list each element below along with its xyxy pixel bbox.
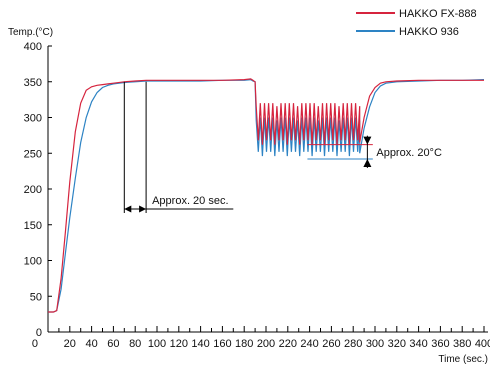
y-tick-label: 0 bbox=[36, 327, 42, 339]
series-line-fx888 bbox=[48, 78, 484, 313]
annot-temp-label: Approx. 20°C bbox=[376, 147, 442, 159]
x-tick-label: 400 bbox=[475, 338, 490, 350]
origin-label: 0 bbox=[32, 338, 38, 350]
annot-temp-arrow-top bbox=[363, 136, 372, 145]
x-tick-label: 60 bbox=[107, 338, 119, 350]
series-line-hakko936 bbox=[48, 78, 485, 313]
legend-label-fx888: HAKKO FX-888 bbox=[399, 8, 477, 20]
y-tick-label: 300 bbox=[24, 113, 42, 125]
x-tick-label: 100 bbox=[148, 338, 166, 350]
x-tick-label: 360 bbox=[431, 338, 449, 350]
annot-temp-arrow-bottom bbox=[363, 158, 372, 167]
x-tick-label: 320 bbox=[388, 338, 406, 350]
x-axis-label: Time (sec.) bbox=[438, 354, 488, 365]
y-tick-label: 200 bbox=[24, 184, 42, 196]
annotations: Approx. 20 sec. Approx. 20°C bbox=[123, 81, 442, 214]
legend-label-hakko936: HAKKO 936 bbox=[399, 26, 459, 38]
x-tick-label: 40 bbox=[85, 338, 97, 350]
x-tick-label: 380 bbox=[453, 338, 471, 350]
x-tick-label: 20 bbox=[64, 338, 76, 350]
legend: HAKKO FX-888 HAKKO 936 bbox=[356, 8, 477, 38]
y-axis-label: Temp.(°C) bbox=[8, 27, 53, 38]
x-tick-label: 340 bbox=[409, 338, 427, 350]
y-tick-label: 250 bbox=[24, 148, 42, 160]
x-tick-label: 140 bbox=[191, 338, 209, 350]
y-tick-label: 100 bbox=[24, 256, 42, 268]
x-tick-label: 200 bbox=[257, 338, 275, 350]
annot-time-label: Approx. 20 sec. bbox=[152, 195, 228, 207]
x-tick-label: 240 bbox=[300, 338, 318, 350]
x-tick-label: 160 bbox=[213, 338, 231, 350]
series-group bbox=[48, 78, 485, 313]
y-ticks: 0 50 100 150 200 250 300 350 400 bbox=[24, 41, 52, 339]
x-tick-label: 280 bbox=[344, 338, 362, 350]
x-tick-label: 260 bbox=[322, 338, 340, 350]
x-ticks: 20 40 60 80 100 120 140 160 180 200 220 240 260 280 30… bbox=[32, 326, 490, 350]
annot-time-arrow-left bbox=[124, 205, 132, 213]
y-tick-label: 400 bbox=[24, 41, 42, 53]
x-tick-label: 180 bbox=[235, 338, 253, 350]
x-tick-label: 300 bbox=[366, 338, 384, 350]
y-tick-label: 50 bbox=[30, 291, 42, 303]
x-tick-label: 120 bbox=[170, 338, 188, 350]
x-tick-label: 220 bbox=[279, 338, 297, 350]
y-tick-label: 150 bbox=[24, 220, 42, 232]
x-tick-label: 80 bbox=[129, 338, 141, 350]
annot-time-arrow-right bbox=[139, 205, 147, 213]
y-tick-label: 350 bbox=[24, 77, 42, 89]
